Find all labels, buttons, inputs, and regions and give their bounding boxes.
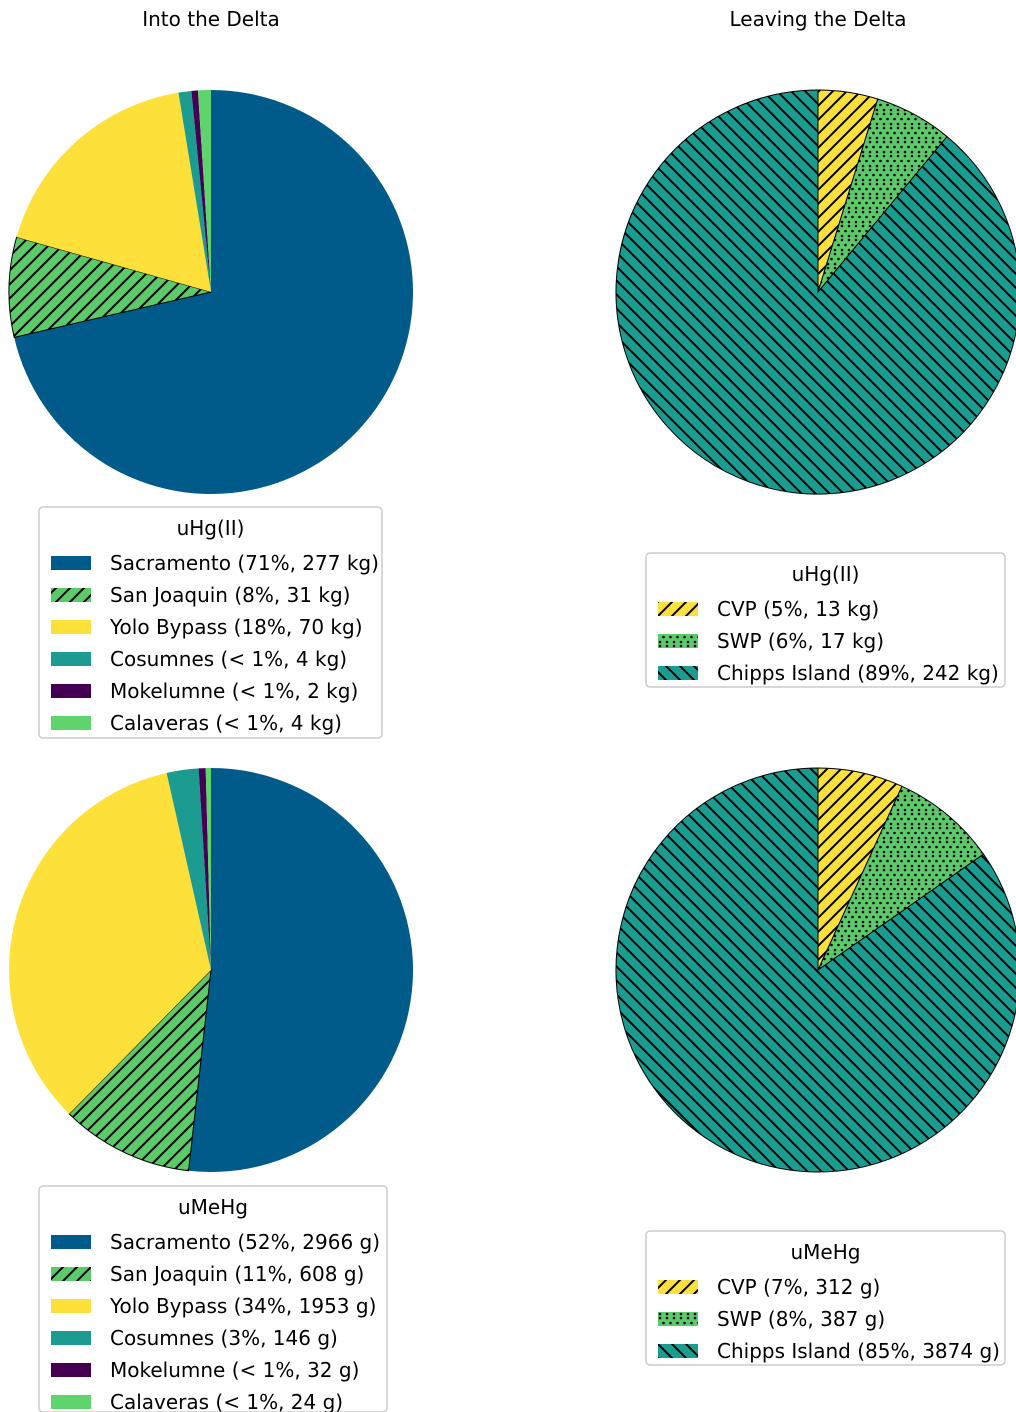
legend-label-san_joaquin: San Joaquin (11%, 608 g) (110, 1262, 364, 1286)
legend-swatch-swp (658, 634, 698, 648)
legend-swatch-calaveras (51, 716, 91, 730)
legend-box (38, 1185, 388, 1412)
legend-swatch-sacramento (51, 1235, 91, 1249)
column-title-into: Into the Delta (142, 7, 280, 31)
column-title-leaving: Leaving the Delta (729, 7, 906, 31)
legend-leaving-umehg: uMeHg CVP (7%, 312 g) SWP (8%, 387 g) Chipp… (645, 1230, 1006, 1366)
legend-label-sacramento: Sacramento (71%, 277 kg) (110, 551, 379, 575)
legend-swatch-sacramento (51, 556, 91, 570)
pie-slice-cosumnes (166, 768, 211, 970)
legend-swatch-san_joaquin (51, 588, 91, 602)
legend-label-sacramento: Sacramento (52%, 2966 g) (110, 1230, 380, 1254)
pie-chart-into-umehg (9, 768, 413, 1172)
legend-title: uHg(II) (792, 562, 860, 586)
legend-label-chipps: Chipps Island (85%, 3874 g) (717, 1339, 1000, 1363)
pie-slice-sacramento (188, 768, 413, 1172)
pie-chart-leaving-uhg (615, 89, 1016, 495)
legend-swatch-san_joaquin (51, 1267, 91, 1281)
pie-slice-san_joaquin (8, 236, 212, 338)
legend-label-mokelumne: Mokelumne (< 1%, 2 kg) (110, 679, 358, 703)
legend-swatch-chipps (658, 666, 698, 680)
legend-into-uhg: uHg(II) Sacramento (71%, 277 kg) San Joaqu… (38, 506, 383, 739)
legend-swatch-mokelumne (51, 1363, 91, 1377)
legend-swatch-cosumnes (51, 1331, 91, 1345)
legend-swatch-yolo (51, 1299, 91, 1313)
legend-title: uMeHg (178, 1195, 248, 1219)
legend-label-mokelumne: Mokelumne (< 1%, 32 g) (110, 1358, 359, 1382)
pie-slice-mokelumne (191, 90, 211, 292)
legend-swatch-calaveras (51, 1395, 91, 1409)
legend-label-calaveras: Calaveras (< 1%, 24 g) (110, 1390, 343, 1412)
legend-swatch-chipps (658, 1344, 698, 1358)
pie-slice-cosumnes (178, 90, 211, 292)
legend-label-yolo: Yolo Bypass (34%, 1953 g) (109, 1294, 376, 1318)
legend-label-yolo: Yolo Bypass (18%, 70 kg) (109, 615, 363, 639)
legend-box (645, 552, 1006, 688)
pie-chart-leaving-umehg (615, 767, 1016, 1173)
pie-slice-yolo (9, 772, 212, 1114)
legend-label-cosumnes: Cosumnes (3%, 146 g) (110, 1326, 338, 1350)
pie-slice-sacramento (14, 90, 414, 495)
legend-title: uHg(II) (177, 516, 245, 540)
pie-slice-san_joaquin (68, 968, 212, 1172)
pie-slice-calaveras (205, 768, 211, 970)
legend-label-swp: SWP (6%, 17 kg) (717, 629, 884, 653)
legend-label-swp: SWP (8%, 387 g) (717, 1307, 885, 1331)
legend-label-cosumnes: Cosumnes (< 1%, 4 kg) (110, 647, 347, 671)
legend-label-san_joaquin: San Joaquin (8%, 31 kg) (110, 583, 350, 607)
pie-chart-into-uhg (8, 89, 414, 495)
legend-swatch-mokelumne (51, 684, 91, 698)
legend-into-umehg: uMeHg Sacramento (52%, 2966 g) San Joaquin… (38, 1185, 388, 1412)
pie-slice-yolo (16, 92, 211, 292)
legend-swatch-cvp (658, 602, 698, 616)
legend-swatch-cosumnes (51, 652, 91, 666)
legend-swatch-cvp (658, 1280, 698, 1294)
legend-leaving-uhg: uHg(II) CVP (5%, 13 kg) SWP (6%, 17 kg) Chi… (645, 552, 1006, 688)
legend-swatch-yolo (51, 620, 91, 634)
legend-swatch-swp (658, 1312, 698, 1326)
pie-slice-calaveras (197, 89, 211, 292)
pie-slice-swp (816, 785, 985, 972)
legend-box (38, 506, 383, 739)
legend-label-chipps: Chipps Island (89%, 242 kg) (717, 661, 999, 685)
pie-slice-mokelumne (198, 768, 211, 970)
legend-title: uMeHg (791, 1240, 861, 1264)
pie-slice-chipps (615, 89, 1016, 495)
legend-label-cvp: CVP (7%, 312 g) (717, 1275, 880, 1299)
legend-box (645, 1230, 1006, 1366)
legend-label-cvp: CVP (5%, 13 kg) (717, 597, 879, 621)
legend-label-calaveras: Calaveras (< 1%, 4 kg) (110, 711, 342, 735)
